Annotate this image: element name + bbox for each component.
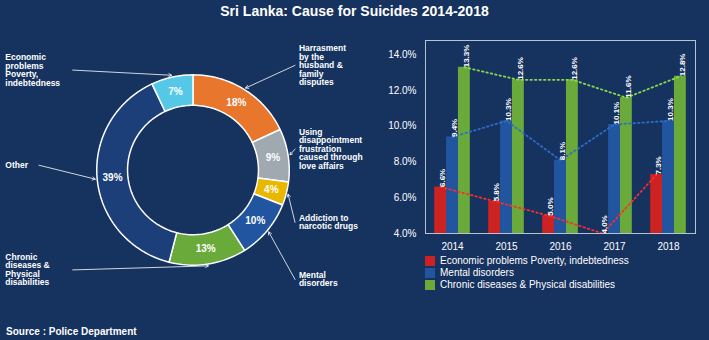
svg-text:39%: 39%	[103, 172, 123, 183]
svg-text:4%: 4%	[264, 184, 279, 195]
svg-text:8.1%: 8.1%	[558, 142, 567, 160]
svg-text:13.3%: 13.3%	[462, 45, 471, 68]
svg-text:6.0%: 6.0%	[394, 192, 417, 203]
svg-text:6.6%: 6.6%	[438, 169, 447, 187]
svg-text:2015: 2015	[495, 241, 518, 252]
svg-text:4.0%: 4.0%	[600, 215, 609, 233]
html-text:Sri Lanka: Cause for Suicides: Sri Lanka: Cause for Suicides 2014-2018	[220, 3, 489, 19]
svg-text:4.0%: 4.0%	[394, 228, 417, 239]
html-text:Source : Police Department: Source : Police Department	[6, 326, 137, 337]
svg-text:Chronicdiseases &Physicaldisab: Chronicdiseases &Physicaldisabilities	[5, 252, 49, 287]
svg-text:18%: 18%	[226, 97, 246, 108]
svg-text:12.8%: 12.8%	[678, 54, 687, 77]
html-text:Chronic diseases & Physical di: Chronic diseases & Physical disabilities	[440, 279, 616, 290]
svg-text:2014: 2014	[441, 241, 464, 252]
svg-text:Harrasmentby thehusband &famil: Harrasmentby thehusband &familydisputes	[299, 43, 346, 87]
svg-text:9%: 9%	[266, 152, 281, 163]
svg-text:7.3%: 7.3%	[654, 156, 663, 174]
svg-text:14.0%: 14.0%	[388, 49, 416, 60]
svg-text:2016: 2016	[549, 241, 572, 252]
svg-text:Mentaldisorders: Mentaldisorders	[299, 270, 338, 289]
svg-text:10.3%: 10.3%	[666, 98, 675, 121]
svg-text:12.0%: 12.0%	[388, 85, 416, 96]
svg-text:10.0%: 10.0%	[388, 120, 416, 131]
svg-text:5.8%: 5.8%	[492, 183, 501, 201]
svg-text:13%: 13%	[196, 243, 216, 254]
svg-text:10.3%: 10.3%	[504, 98, 513, 121]
svg-text:8.0%: 8.0%	[394, 156, 417, 167]
svg-text:10%: 10%	[245, 215, 265, 226]
svg-text:10.1%: 10.1%	[612, 102, 621, 125]
html-text:Mental disorders: Mental disorders	[440, 267, 514, 278]
svg-text:12.6%: 12.6%	[570, 57, 579, 80]
svg-text:Addiction tonarcotic drugs: Addiction tonarcotic drugs	[299, 213, 358, 232]
svg-text:5.0%: 5.0%	[546, 197, 555, 215]
svg-text:EconomicproblemsPoverty,indebt: EconomicproblemsPoverty,indebtedness	[5, 52, 60, 87]
svg-text:9.4%: 9.4%	[450, 119, 459, 137]
svg-text:12.6%: 12.6%	[516, 57, 525, 80]
svg-text:2018: 2018	[657, 241, 680, 252]
svg-text:Usingdisappointmentfrustration: Usingdisappointmentfrustrationcaused thr…	[299, 127, 363, 171]
html-text:Economic problems Poverty, ind: Economic problems Poverty, indebtedness	[440, 255, 629, 266]
svg-text:Other: Other	[5, 160, 28, 170]
svg-text:7%: 7%	[168, 86, 183, 97]
svg-text:11.6%: 11.6%	[624, 75, 633, 97]
svg-text:2017: 2017	[603, 241, 626, 252]
